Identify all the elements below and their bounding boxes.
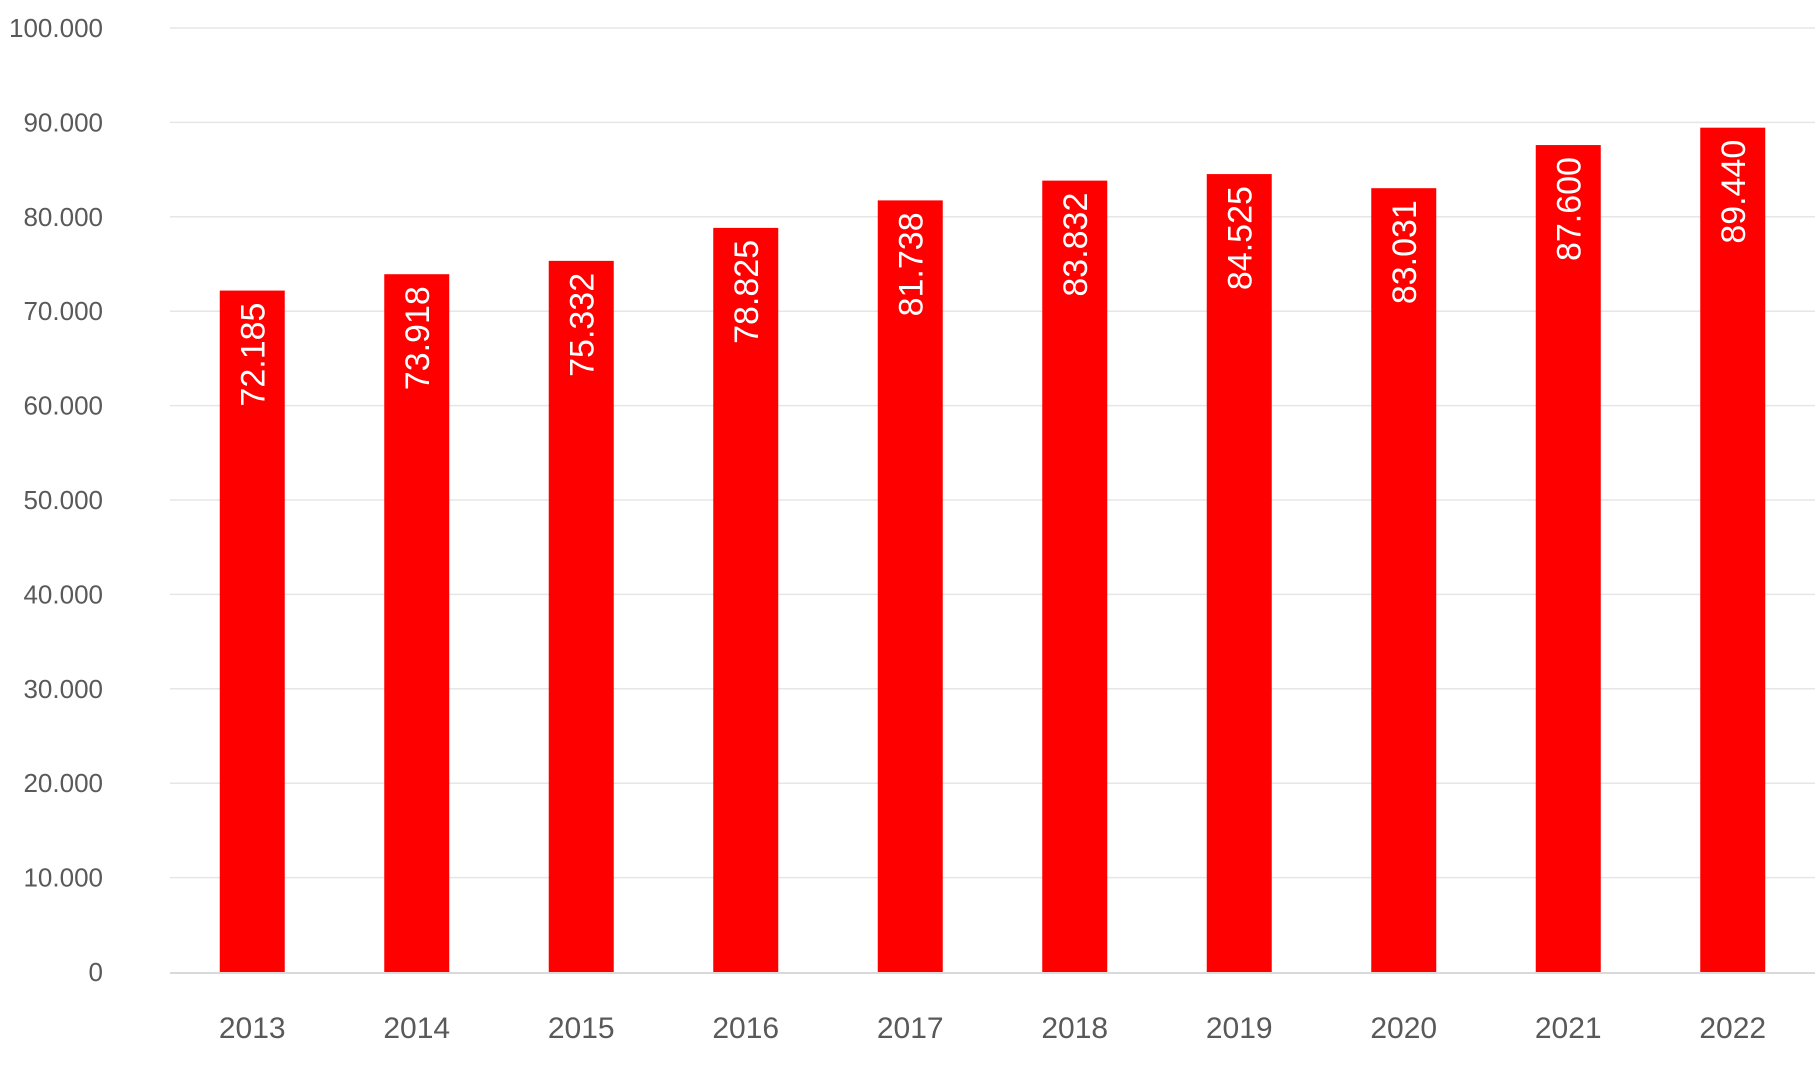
data-label: 89.440: [1715, 140, 1753, 244]
y-axis-tick-labels: 0 10.000 20.000 30.000 40.000 50.000 60.000 70.…: [9, 13, 103, 987]
bar-2021: [1535, 145, 1601, 972]
bar-2022: [1700, 127, 1766, 972]
y-tick-label: 50.000: [23, 485, 103, 515]
data-label: 81.738: [892, 212, 930, 316]
bar-2020: [1371, 188, 1437, 972]
data-label: 87.600: [1550, 157, 1588, 261]
y-tick-label: 90.000: [23, 107, 103, 137]
x-tick-label: 2022: [1699, 1012, 1766, 1045]
x-tick-label: 2020: [1370, 1012, 1437, 1045]
x-tick-label: 2014: [383, 1012, 450, 1045]
bar-2019: [1206, 174, 1272, 973]
data-label: 78.825: [728, 240, 766, 344]
bar-2013: [219, 290, 285, 972]
y-tick-label: 70.000: [23, 296, 103, 326]
data-label: 72.185: [234, 303, 272, 407]
bar-2017: [877, 200, 943, 972]
x-tick-label: 2021: [1535, 1012, 1602, 1045]
y-tick-label: 60.000: [23, 391, 103, 421]
data-label: 84.525: [1221, 186, 1259, 290]
data-label: 75.332: [563, 273, 601, 377]
data-label: 83.832: [1057, 193, 1095, 297]
x-tick-label: 2018: [1041, 1012, 1108, 1045]
bar-2014: [384, 274, 450, 972]
y-tick-label: 10.000: [23, 863, 103, 893]
y-tick-label: 20.000: [23, 768, 103, 798]
x-tick-label: 2017: [877, 1012, 944, 1045]
x-axis-tick-labels: 2013 2014 2015 2016 2017 2018 2019 2020 2021 2022: [219, 1012, 1766, 1045]
x-tick-label: 2015: [548, 1012, 615, 1045]
y-tick-label: 30.000: [23, 674, 103, 704]
x-tick-label: 2019: [1206, 1012, 1273, 1045]
y-tick-label: 40.000: [23, 579, 103, 609]
data-label: 73.918: [399, 286, 437, 390]
y-tick-label: 80.000: [23, 202, 103, 232]
bars: [219, 127, 1766, 973]
x-tick-label: 2016: [712, 1012, 779, 1045]
x-tick-label: 2013: [219, 1012, 286, 1045]
y-tick-label: 100.000: [9, 13, 103, 43]
y-tick-label: 0: [89, 957, 103, 987]
data-label: 83.031: [1386, 200, 1424, 304]
data-labels: 72.185 73.918 75.332 78.825 81.738 83.832 84.5…: [234, 140, 1753, 407]
bar-2015: [548, 260, 614, 972]
bar-2016: [713, 227, 779, 973]
bar-2018: [1042, 180, 1108, 972]
